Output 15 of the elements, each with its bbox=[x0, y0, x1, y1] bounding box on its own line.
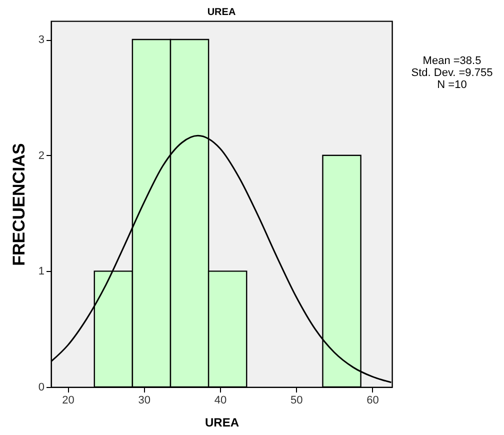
x-tick-label: 40 bbox=[214, 394, 227, 406]
y-tick-label: 2 bbox=[38, 150, 44, 162]
x-tick-label: 30 bbox=[138, 394, 150, 406]
x-tick-label: 50 bbox=[290, 394, 303, 406]
y-tick-label: 0 bbox=[38, 382, 44, 394]
chart-title: UREA bbox=[207, 7, 236, 18]
x-axis-title: UREA bbox=[204, 416, 240, 430]
y-axis-title: FRECUENCIAS bbox=[9, 143, 28, 266]
text: Mean =38.5 bbox=[422, 55, 482, 67]
y-tick-label: 1 bbox=[38, 266, 44, 278]
text: N =10 bbox=[437, 79, 467, 91]
x-tick-label: 20 bbox=[62, 394, 74, 406]
x-tick-label: 60 bbox=[366, 394, 379, 406]
text: Std. Dev. =9.755 bbox=[411, 67, 493, 79]
y-tick-label: 3 bbox=[38, 34, 44, 46]
